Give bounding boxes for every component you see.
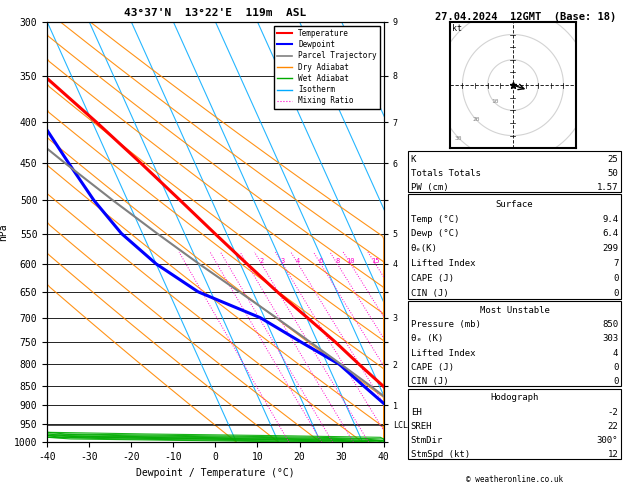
Text: CIN (J): CIN (J) xyxy=(411,377,448,386)
Text: Mixing Ratio (g/kg): Mixing Ratio (g/kg) xyxy=(411,188,420,276)
Text: Pressure (mb): Pressure (mb) xyxy=(411,320,481,329)
Text: 8: 8 xyxy=(335,258,340,264)
Text: θₑ (K): θₑ (K) xyxy=(411,334,443,344)
Text: 299: 299 xyxy=(602,244,618,253)
Text: 0: 0 xyxy=(613,377,618,386)
Text: 15: 15 xyxy=(371,258,380,264)
Text: CAPE (J): CAPE (J) xyxy=(411,274,454,283)
Title: 43°37'N  13°22'E  119m  ASL: 43°37'N 13°22'E 119m ASL xyxy=(125,8,306,18)
Text: Totals Totals: Totals Totals xyxy=(411,169,481,178)
Y-axis label: hPa: hPa xyxy=(0,223,8,241)
Text: EH: EH xyxy=(411,408,421,417)
Text: 0: 0 xyxy=(613,363,618,372)
Text: 3: 3 xyxy=(281,258,285,264)
Text: 10: 10 xyxy=(347,258,355,264)
Text: Surface: Surface xyxy=(496,200,533,208)
Text: © weatheronline.co.uk: © weatheronline.co.uk xyxy=(466,474,563,484)
Text: 850: 850 xyxy=(602,320,618,329)
Text: 7: 7 xyxy=(613,260,618,268)
Y-axis label: km
ASL: km ASL xyxy=(413,225,433,240)
Text: CIN (J): CIN (J) xyxy=(411,289,448,298)
X-axis label: Dewpoint / Temperature (°C): Dewpoint / Temperature (°C) xyxy=(136,468,295,478)
Text: -2: -2 xyxy=(608,408,618,417)
Legend: Temperature, Dewpoint, Parcel Trajectory, Dry Adiabat, Wet Adiabat, Isotherm, Mi: Temperature, Dewpoint, Parcel Trajectory… xyxy=(274,26,380,108)
Text: Lifted Index: Lifted Index xyxy=(411,260,476,268)
Text: 4: 4 xyxy=(296,258,300,264)
Text: 12: 12 xyxy=(608,450,618,459)
Text: 1.57: 1.57 xyxy=(597,183,618,191)
Text: 0: 0 xyxy=(613,274,618,283)
Text: 50: 50 xyxy=(608,169,618,178)
Text: 6.4: 6.4 xyxy=(602,229,618,239)
Text: 25: 25 xyxy=(608,155,618,164)
Text: 303: 303 xyxy=(602,334,618,344)
Text: 2: 2 xyxy=(259,258,264,264)
Text: StmSpd (kt): StmSpd (kt) xyxy=(411,450,470,459)
Text: 22: 22 xyxy=(608,422,618,431)
Text: Dewp (°C): Dewp (°C) xyxy=(411,229,459,239)
Text: 300°: 300° xyxy=(597,436,618,445)
Text: K: K xyxy=(411,155,416,164)
Text: 10: 10 xyxy=(491,99,499,104)
Text: 27.04.2024  12GMT  (Base: 18): 27.04.2024 12GMT (Base: 18) xyxy=(435,12,616,22)
Text: Hodograph: Hodograph xyxy=(491,394,538,402)
Text: 6: 6 xyxy=(318,258,323,264)
Text: 30: 30 xyxy=(455,136,462,140)
Text: SREH: SREH xyxy=(411,422,432,431)
Text: Most Unstable: Most Unstable xyxy=(479,306,550,315)
Text: kt: kt xyxy=(452,24,462,34)
Text: Temp (°C): Temp (°C) xyxy=(411,214,459,224)
Text: PW (cm): PW (cm) xyxy=(411,183,448,191)
Text: Lifted Index: Lifted Index xyxy=(411,348,476,358)
Text: StmDir: StmDir xyxy=(411,436,443,445)
Text: CAPE (J): CAPE (J) xyxy=(411,363,454,372)
Text: 20: 20 xyxy=(473,118,481,122)
Text: 9.4: 9.4 xyxy=(602,214,618,224)
Text: θₑ(K): θₑ(K) xyxy=(411,244,438,253)
Text: 4: 4 xyxy=(613,348,618,358)
Text: 0: 0 xyxy=(613,289,618,298)
